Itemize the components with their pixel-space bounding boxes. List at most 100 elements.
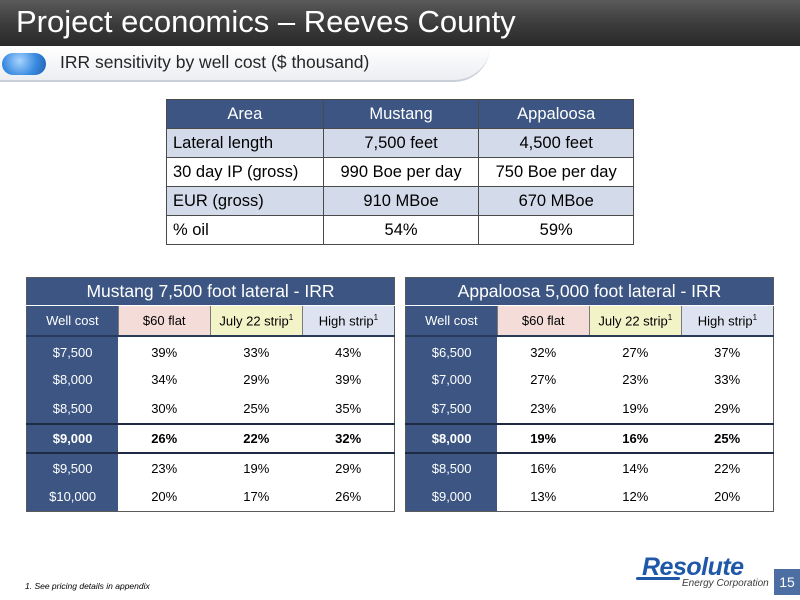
- well-cost-cell: $9,000: [405, 482, 498, 512]
- summary-header-cell: Appaloosa: [478, 99, 634, 129]
- price-60-flat-header: $60 flat: [118, 305, 211, 337]
- irr-cell: 19%: [589, 394, 682, 424]
- irr-cell: 26%: [302, 482, 395, 512]
- table-row: $6,500 32% 27% 37%: [405, 335, 774, 365]
- subtitle-band: [0, 46, 490, 82]
- price-july-strip-header: July 22 strip1: [210, 305, 303, 337]
- page-number: 15: [774, 569, 800, 595]
- footnote-mark: 1: [373, 312, 379, 322]
- footnote-mark: 1: [667, 312, 673, 322]
- table-row: $7,000 27% 23% 33%: [405, 364, 774, 395]
- logo-wordmark: Resolute: [642, 553, 744, 581]
- irr-cell: 39%: [302, 364, 395, 395]
- irr-cell: 30%: [118, 394, 211, 424]
- irr-cell: 35%: [302, 394, 395, 424]
- bullet-orb-icon: [2, 53, 46, 75]
- summary-row: 30 day IP (gross) 990 Boe per day 750 Bo…: [166, 157, 634, 187]
- price-60-flat-header: $60 flat: [497, 305, 590, 337]
- well-cost-cell: $8,500: [26, 394, 119, 424]
- table-row: $8,000 34% 29% 39%: [26, 364, 395, 395]
- summary-header-row: Area Mustang Appaloosa: [166, 99, 634, 129]
- summary-cell: 7,500 feet: [322, 128, 480, 158]
- appaloosa-irr-table: Appaloosa 5,000 foot lateral - IRR Well …: [405, 277, 774, 513]
- appaloosa-header-row: Well cost $60 flat July 22 strip1 High s…: [405, 305, 774, 337]
- area-summary-table: Area Mustang Appaloosa Lateral length 7,…: [166, 99, 634, 245]
- irr-cell: 14%: [589, 453, 682, 483]
- mustang-table-caption: Mustang 7,500 foot lateral - IRR: [26, 277, 395, 306]
- well-cost-cell: $7,500: [405, 394, 498, 424]
- slide-title: Project economics – Reeves County: [16, 4, 516, 39]
- summary-row-label: Lateral length: [166, 128, 324, 158]
- irr-cell: 23%: [118, 453, 211, 483]
- well-cost-cell: $8,000: [26, 364, 119, 395]
- well-cost-cell: $10,000: [26, 482, 119, 512]
- well-cost-cell: $8,500: [405, 453, 498, 483]
- table-row: $7,500 39% 33% 43%: [26, 335, 395, 365]
- summary-cell: 910 MBoe: [322, 186, 480, 216]
- irr-cell: 23%: [589, 364, 682, 395]
- footnote-mark: 1: [288, 312, 294, 322]
- irr-cell: 13%: [497, 482, 590, 512]
- irr-cell: 33%: [210, 335, 303, 365]
- mustang-header-row: Well cost $60 flat July 22 strip1 High s…: [26, 305, 395, 337]
- irr-cell: 32%: [497, 335, 590, 365]
- irr-cell: 25%: [210, 394, 303, 424]
- irr-cell: 16%: [497, 453, 590, 483]
- irr-cell: 26%: [118, 422, 211, 455]
- irr-cell: 19%: [497, 422, 590, 455]
- slide-subtitle: IRR sensitivity by well cost ($ thousand…: [60, 52, 370, 72]
- well-cost-header: Well cost: [405, 305, 498, 337]
- table-row: $10,000 20% 17% 26%: [26, 482, 395, 512]
- summary-header-cell: Mustang: [322, 99, 480, 129]
- well-cost-cell: $9,500: [26, 453, 119, 483]
- well-cost-cell: $8,000: [405, 422, 498, 455]
- irr-cell: 12%: [589, 482, 682, 512]
- irr-cell: 43%: [302, 335, 395, 365]
- resolute-logo: Resolute Energy Corporation: [636, 553, 774, 593]
- irr-cell: 20%: [118, 482, 211, 512]
- appaloosa-table-caption: Appaloosa 5,000 foot lateral - IRR: [405, 277, 774, 306]
- table-row: $9,000 13% 12% 20%: [405, 482, 774, 512]
- price-july-strip-header: July 22 strip1: [589, 305, 682, 337]
- summary-cell: 670 MBoe: [478, 186, 634, 216]
- irr-cell: 29%: [681, 394, 774, 424]
- logo-tagline: Energy Corporation: [682, 578, 769, 589]
- irr-cell: 22%: [210, 422, 303, 455]
- irr-cell: 20%: [681, 482, 774, 512]
- summary-row: % oil 54% 59%: [166, 215, 634, 245]
- well-cost-cell: $6,500: [405, 335, 498, 365]
- summary-header-cell: Area: [166, 99, 324, 129]
- logo-swoosh-icon: [636, 577, 680, 580]
- irr-cell: 27%: [497, 364, 590, 395]
- irr-cell: 39%: [118, 335, 211, 365]
- irr-cell: 29%: [302, 453, 395, 483]
- summary-cell: 4,500 feet: [478, 128, 634, 158]
- well-cost-cell: $7,500: [26, 335, 119, 365]
- summary-row-label: % oil: [166, 215, 324, 245]
- summary-cell: 59%: [478, 215, 634, 245]
- irr-cell: 37%: [681, 335, 774, 365]
- price-high-strip-header: High strip1: [681, 305, 774, 337]
- irr-cell: 19%: [210, 453, 303, 483]
- table-row: $8,500 30% 25% 35%: [26, 394, 395, 424]
- well-cost-cell: $9,000: [26, 422, 119, 455]
- summary-row: Lateral length 7,500 feet 4,500 feet: [166, 128, 634, 158]
- table-row: $8,500 16% 14% 22%: [405, 453, 774, 483]
- irr-cell: 34%: [118, 364, 211, 395]
- irr-cell: 17%: [210, 482, 303, 512]
- table-row: $7,500 23% 19% 29%: [405, 394, 774, 424]
- pricing-footnote: 1. See pricing details in appendix: [25, 581, 150, 591]
- well-cost-header: Well cost: [26, 305, 119, 337]
- table-row: $9,500 23% 19% 29%: [26, 453, 395, 483]
- highlighted-row: $9,000 26% 22% 32%: [26, 422, 395, 455]
- summary-cell: 990 Boe per day: [322, 157, 480, 187]
- price-high-strip-header: High strip1: [302, 305, 395, 337]
- well-cost-cell: $7,000: [405, 364, 498, 395]
- mustang-irr-table: Mustang 7,500 foot lateral - IRR Well co…: [26, 277, 395, 513]
- title-bar: Project economics – Reeves County: [0, 0, 800, 46]
- irr-cell: 25%: [681, 422, 774, 455]
- summary-cell: 54%: [322, 215, 480, 245]
- irr-cell: 23%: [497, 394, 590, 424]
- highlighted-row: $8,000 19% 16% 25%: [405, 422, 774, 455]
- summary-cell: 750 Boe per day: [478, 157, 634, 187]
